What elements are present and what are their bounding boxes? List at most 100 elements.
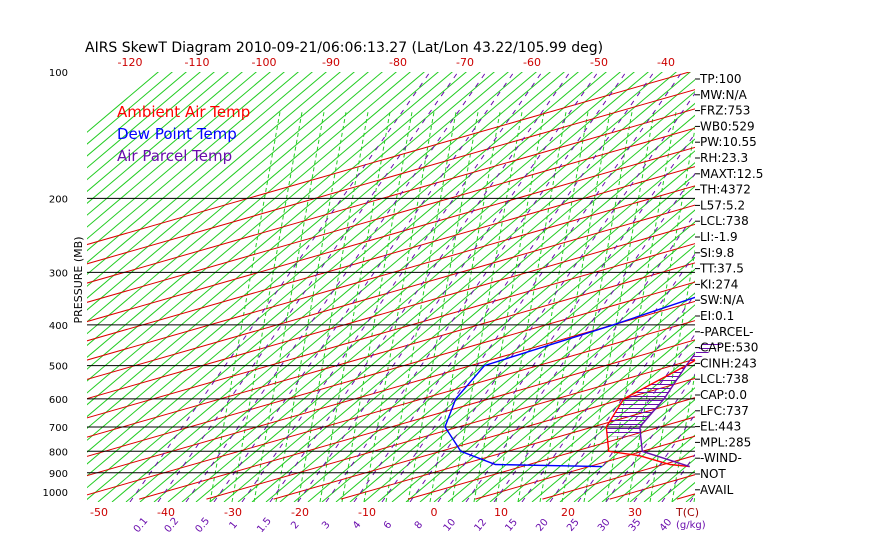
- moist-adiabat: [195, 79, 695, 502]
- moist-adiabat: [87, 72, 495, 418]
- top-temperature-labels: -120 -110 -100 -90 -80 -70 -60 -50 -40: [118, 56, 675, 69]
- index-value: CINH:243: [700, 356, 757, 370]
- pressure-tick-label: 700: [49, 423, 68, 434]
- legend: Ambient Air Temp Dew Point Temp Air Parcel…: [117, 103, 250, 165]
- isotherm-line: [407, 416, 695, 500]
- moist-adiabat: [181, 72, 691, 502]
- top-temp-tick-label: -100: [252, 56, 277, 69]
- isotherm-line: [87, 146, 695, 323]
- moist-adiabat: [657, 470, 695, 502]
- mixing-ratio-lines: [129, 72, 870, 502]
- top-temp-tick-label: -70: [456, 56, 474, 69]
- moist-adiabat: [826, 62, 870, 502]
- moist-adiabat: [335, 197, 695, 502]
- moist-adiabat: [559, 387, 695, 502]
- legend-item: Air Parcel Temp: [117, 147, 232, 165]
- dry-adiabat: [451, 111, 523, 502]
- moist-adiabat: [87, 72, 215, 181]
- isotherm-line: [87, 166, 695, 342]
- dry-adiabat: [627, 125, 695, 502]
- moist-adiabat: [209, 90, 695, 502]
- index-value: EL:443: [700, 420, 741, 434]
- moist-adiabat: [265, 138, 695, 502]
- isotherm-line: [87, 262, 695, 438]
- isotherm-line: [87, 72, 692, 246]
- pressure-tick-labels: 100 200 300 400 500 600 700 800 900 1000: [43, 68, 68, 499]
- index-value: -PARCEL-: [700, 325, 754, 339]
- index-value: LI:-1.9: [700, 230, 738, 244]
- index-value: EI:0.1: [700, 309, 734, 323]
- moist-adiabat: [87, 72, 257, 216]
- mixing-ratio-line: [774, 72, 870, 502]
- dry-adiabat: [561, 111, 633, 502]
- mixing-ratio-label: 15: [503, 517, 520, 534]
- top-temp-tick-label: -120: [118, 56, 143, 69]
- dry-adiabat: [848, 112, 870, 502]
- dry-adiabat: [385, 111, 457, 502]
- isotherm-line: [273, 377, 695, 500]
- moist-adiabat: [87, 72, 425, 358]
- isotherm-line: [87, 281, 695, 457]
- isotherm-line: [87, 89, 695, 265]
- dry-adiabat: [826, 112, 870, 502]
- mixing-ratio-label: 20: [534, 517, 551, 534]
- index-value: MW:N/A: [700, 88, 748, 102]
- pressure-tick-label: 400: [49, 321, 68, 332]
- top-temp-tick-label: -90: [322, 56, 340, 69]
- moist-adiabat: [87, 72, 355, 299]
- dry-adiabat: [209, 111, 281, 502]
- isotherm-lines: [87, 72, 695, 500]
- index-value: MPL:285: [700, 435, 751, 449]
- moist-adiabat: [405, 256, 695, 502]
- profile-series: [444, 296, 695, 468]
- mixing-ratio-line: [746, 72, 870, 502]
- bottom-temp-tick-label: -10: [358, 506, 376, 519]
- dry-adiabat: [517, 111, 589, 502]
- pressure-tick-label: 900: [49, 469, 68, 480]
- pressure-tick-label: 100: [49, 68, 68, 79]
- mixing-ratio-unit: (g/kg): [676, 520, 706, 531]
- dry-adiabat: [319, 111, 391, 502]
- moist-adiabat: [87, 72, 481, 406]
- mixing-ratio-label: 3: [320, 519, 333, 531]
- bottom-temp-tick-label: -20: [291, 506, 309, 519]
- isotherm-line: [340, 397, 695, 500]
- moist-adiabat: [503, 339, 695, 502]
- bottom-temp-tick-label: -30: [224, 506, 242, 519]
- index-value: L57:5.2: [700, 198, 745, 212]
- dew-point-line: [444, 296, 695, 468]
- top-temp-tick-label: -50: [590, 56, 608, 69]
- moist-adiabat: [517, 351, 695, 502]
- index-value: CAP:0.0: [700, 388, 747, 402]
- top-temp-tick-label: -60: [523, 56, 541, 69]
- mixing-ratio-label: 30: [596, 517, 613, 534]
- moist-adiabat: [87, 72, 201, 169]
- dry-adiabat: [429, 111, 501, 502]
- mixing-ratio-label: 40: [658, 517, 675, 534]
- index-value: RH:23.3: [700, 151, 748, 165]
- isotherm-line: [87, 108, 695, 284]
- mixing-ratio-label: 4: [351, 519, 364, 531]
- parcel-temp-line: [639, 352, 695, 468]
- index-value: LCL:738: [700, 214, 749, 228]
- moist-adiabat: [770, 62, 870, 502]
- mixing-ratio-label: 1.5: [255, 516, 274, 535]
- moist-adiabat: [377, 233, 695, 502]
- dry-adiabat: [407, 111, 479, 502]
- moist-adiabat: [601, 422, 695, 502]
- ambient-temp-line: [605, 359, 695, 468]
- pressure-tick-label: 1000: [43, 488, 68, 499]
- mixing-ratio-label: 25: [565, 517, 582, 534]
- isotherm-line: [87, 320, 695, 496]
- mixing-ratio-label: 6: [382, 519, 395, 531]
- index-value: MAXT:12.5: [700, 167, 763, 181]
- moist-adiabat: [87, 72, 299, 252]
- moist-adiabat: [447, 292, 695, 502]
- dry-adiabat: [804, 112, 870, 502]
- moist-adiabat: [812, 62, 870, 502]
- moist-adiabat: [223, 102, 695, 502]
- legend-item: Dew Point Temp: [117, 125, 237, 143]
- pressure-tick-label: 600: [49, 395, 68, 406]
- dry-adiabat: [539, 111, 611, 502]
